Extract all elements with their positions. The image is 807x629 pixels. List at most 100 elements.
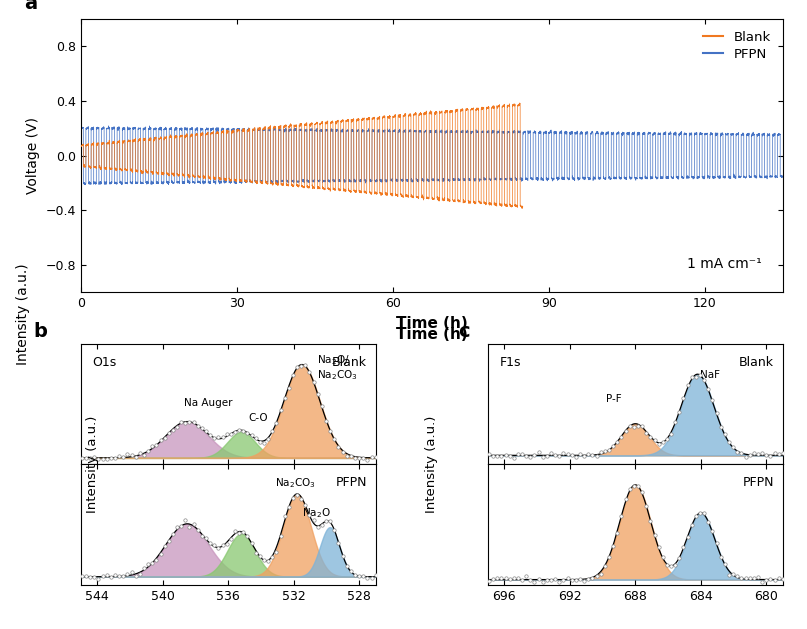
Blank [470,198,480,206]
Point [726,569,739,579]
Text: b: b [34,322,48,342]
Point [648,530,661,540]
Point [312,521,324,532]
Point [212,542,225,552]
Point [722,570,735,580]
Point [257,555,270,565]
Point [565,450,578,460]
Point [652,542,665,552]
Point [341,451,353,461]
Point [320,516,332,526]
Point [714,552,727,562]
Point [253,551,266,561]
Text: Na Auger: Na Auger [184,398,232,408]
Text: C-O: C-O [249,413,269,423]
Point [236,527,249,537]
Point [357,453,370,463]
Point [108,453,121,463]
Point [357,571,370,581]
Point [100,570,113,580]
Point [499,573,512,583]
Point [121,569,134,579]
Point [487,451,500,461]
Point [632,421,645,431]
Blank [495,200,505,208]
Point [722,437,735,447]
Text: Intensity (a.u.): Intensity (a.u.) [86,416,99,513]
Point [236,426,249,437]
Point [636,421,649,431]
Point [266,552,278,562]
Point [257,438,270,448]
Point [491,451,504,461]
Point [665,428,678,438]
Point [590,571,603,581]
Blank [413,194,423,201]
Point [162,537,175,547]
Point [365,573,378,583]
Point [295,494,307,504]
Point [726,442,739,452]
Point [623,421,636,431]
Point [266,426,278,436]
Point [495,450,508,460]
Point [512,573,525,583]
PFPN [592,129,602,136]
Point [599,560,612,571]
Point [349,454,362,464]
Point [345,565,358,576]
Point [88,572,101,582]
Point [706,395,719,405]
Point [241,428,254,438]
Point [370,452,383,462]
Point [743,573,756,583]
Point [232,425,245,435]
Point [759,575,772,585]
Point [75,571,88,581]
Point [224,429,237,439]
Point [594,447,607,457]
Point [312,389,324,399]
Point [125,567,138,577]
Point [316,401,328,411]
Point [561,448,574,459]
Point [113,450,126,460]
Text: a: a [24,0,38,13]
Point [320,416,332,426]
Point [96,571,109,581]
Text: Na$_2$CO$_3$: Na$_2$CO$_3$ [275,476,316,490]
Point [203,430,216,440]
Point [520,450,533,460]
Point [611,528,624,538]
Point [532,447,545,457]
Point [274,531,287,541]
Point [295,361,307,371]
Point [137,563,150,573]
Point [370,570,383,580]
Point [261,556,274,566]
Point [199,426,212,437]
Point [166,425,179,435]
Point [245,538,258,548]
Point [361,572,374,582]
Point [537,577,550,587]
Point [615,431,628,442]
Point [282,503,295,513]
Point [286,370,299,380]
Point [768,448,781,458]
Point [278,511,291,521]
Point [316,520,328,530]
PFPN [80,181,90,189]
Point [158,541,171,551]
Point [253,437,266,447]
Point [528,577,541,587]
Point [532,574,545,584]
Point [179,418,192,428]
Point [689,372,702,382]
Point [681,532,694,542]
Text: O1s: O1s [93,356,117,369]
Blank [341,187,351,195]
Point [133,448,146,459]
Point [121,450,134,460]
PFPN [224,179,234,187]
